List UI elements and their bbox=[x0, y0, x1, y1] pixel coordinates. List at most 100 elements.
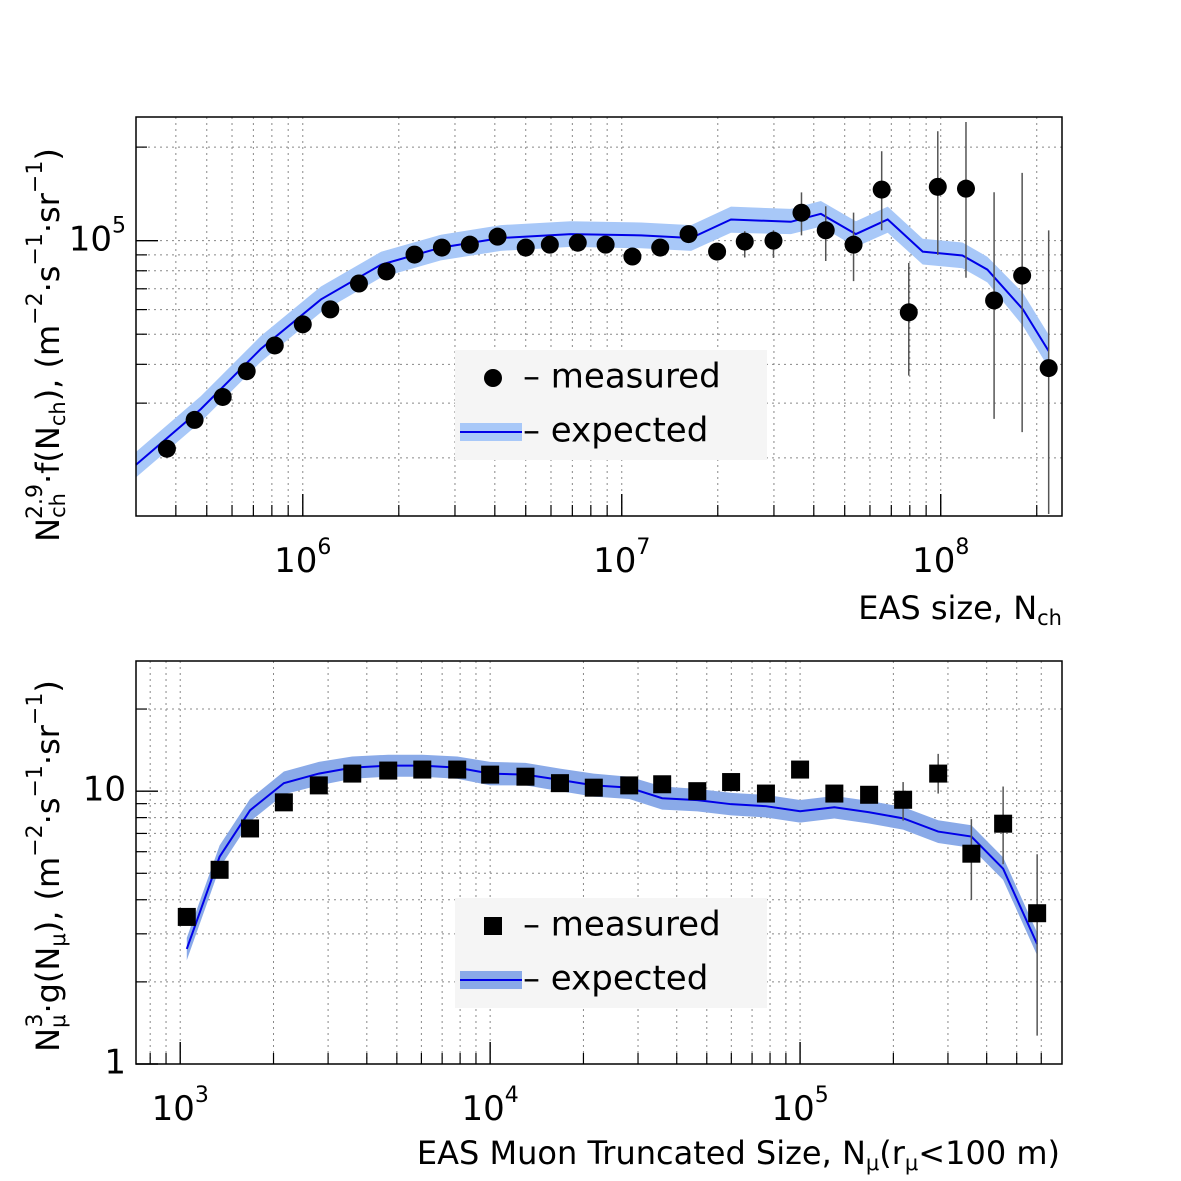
data-point bbox=[679, 225, 698, 244]
data-point bbox=[274, 793, 293, 812]
plot-frame bbox=[135, 660, 1063, 1065]
data-point bbox=[481, 765, 500, 784]
label-part: ch bbox=[46, 493, 70, 518]
tick-exponent: 5 bbox=[112, 214, 126, 239]
data-point bbox=[816, 221, 835, 240]
label-part: N bbox=[29, 1028, 67, 1052]
tick-base: 10 bbox=[912, 541, 955, 581]
data-point bbox=[1039, 359, 1058, 378]
label-part: μ bbox=[46, 1015, 70, 1028]
data-point bbox=[516, 767, 535, 786]
data-point bbox=[860, 785, 879, 804]
tick-exponent: 3 bbox=[195, 1083, 209, 1108]
label-part: ) bbox=[29, 148, 67, 160]
label-part: ·sr bbox=[29, 724, 67, 765]
legend-box bbox=[455, 898, 767, 1008]
error-band bbox=[186, 754, 1038, 961]
label-part: −2 bbox=[23, 824, 48, 856]
label-part: μ bbox=[46, 933, 70, 946]
data-point bbox=[405, 245, 424, 264]
data-point bbox=[377, 262, 396, 281]
data-point bbox=[929, 764, 948, 783]
tick-label: 106 bbox=[274, 535, 331, 581]
data-point bbox=[956, 179, 975, 198]
data-point bbox=[962, 844, 981, 863]
data-point bbox=[756, 784, 775, 803]
error-band bbox=[136, 200, 1049, 478]
label-part: −2 bbox=[23, 292, 48, 324]
data-point bbox=[764, 231, 783, 250]
expected-line bbox=[185, 764, 1039, 950]
data-point bbox=[550, 774, 569, 793]
tick-base: 10 bbox=[771, 1089, 814, 1129]
label-part: ·g(N bbox=[29, 947, 67, 1014]
legend-marker bbox=[484, 369, 502, 387]
x-axis-label: EAS size, Nch bbox=[858, 589, 1062, 630]
tick-label: 103 bbox=[152, 1083, 209, 1129]
label-part: EAS Muon Truncated Size, N bbox=[417, 1134, 866, 1172]
tick-exponent: 5 bbox=[815, 1083, 829, 1108]
label-part: −1 bbox=[23, 161, 48, 193]
data-point bbox=[432, 238, 451, 257]
data-point bbox=[309, 776, 328, 795]
data-point bbox=[185, 410, 204, 429]
tick-exponent: 7 bbox=[636, 535, 650, 560]
data-point bbox=[651, 238, 670, 257]
tick-base: 10 bbox=[152, 1089, 195, 1129]
tick-label: 105 bbox=[69, 214, 126, 259]
data-point bbox=[157, 439, 176, 458]
legend-label: – expected bbox=[523, 959, 708, 999]
tick-label: 105 bbox=[771, 1083, 828, 1129]
data-point bbox=[413, 760, 432, 779]
data-point bbox=[584, 778, 603, 797]
tick-exponent: 6 bbox=[317, 535, 331, 560]
data-point bbox=[343, 764, 362, 783]
data-point bbox=[488, 227, 507, 246]
data-point bbox=[241, 819, 260, 838]
label-part: ch bbox=[1037, 606, 1062, 630]
data-point bbox=[237, 362, 256, 381]
tick-label: 107 bbox=[593, 535, 650, 581]
label-part: (r bbox=[879, 1134, 905, 1172]
legend: – measured – expected bbox=[455, 350, 767, 460]
data-point bbox=[293, 315, 312, 334]
tick-exponent: 4 bbox=[505, 1083, 519, 1108]
y-axis-label: Nμ3·g(Nμ), (m−2·s−1·sr−1) bbox=[23, 680, 70, 1052]
data-point bbox=[844, 235, 863, 254]
data-point bbox=[928, 177, 947, 196]
data-point bbox=[623, 247, 642, 266]
data-point bbox=[708, 242, 727, 261]
data-point bbox=[516, 238, 535, 257]
label-part: ), (m bbox=[29, 325, 67, 401]
label-part: −1 bbox=[23, 233, 48, 265]
label-part: <100 m) bbox=[918, 1134, 1060, 1172]
label-part: ch bbox=[46, 401, 70, 426]
legend-marker bbox=[484, 917, 502, 935]
data-point bbox=[568, 233, 587, 252]
data-point bbox=[321, 300, 340, 319]
tick-label: 1 bbox=[104, 1043, 126, 1083]
data-point bbox=[994, 814, 1013, 833]
data-point bbox=[899, 303, 918, 322]
tick-label: 108 bbox=[912, 535, 969, 581]
label-part: −1 bbox=[23, 693, 48, 725]
tick-base: 10 bbox=[593, 541, 636, 581]
legend-box bbox=[455, 350, 767, 460]
data-point bbox=[596, 235, 615, 254]
data-point bbox=[1028, 904, 1047, 923]
plot-frame bbox=[135, 116, 1063, 517]
label-part: −1 bbox=[23, 765, 48, 797]
tick-label: 10 bbox=[83, 770, 126, 810]
y-axis-label: Nch2.9·f(Nch), (m−2·s−1·sr−1) bbox=[23, 148, 70, 542]
data-point bbox=[825, 784, 844, 803]
x-axis-label: EAS Muon Truncated Size, Nμ(rμ<100 m) bbox=[417, 1134, 1060, 1175]
label-part: μ bbox=[866, 1151, 879, 1175]
expected-line bbox=[135, 212, 1050, 466]
data-point bbox=[872, 180, 891, 199]
data-point bbox=[791, 760, 810, 779]
label-part: μ bbox=[905, 1151, 918, 1175]
data-point bbox=[265, 336, 284, 355]
